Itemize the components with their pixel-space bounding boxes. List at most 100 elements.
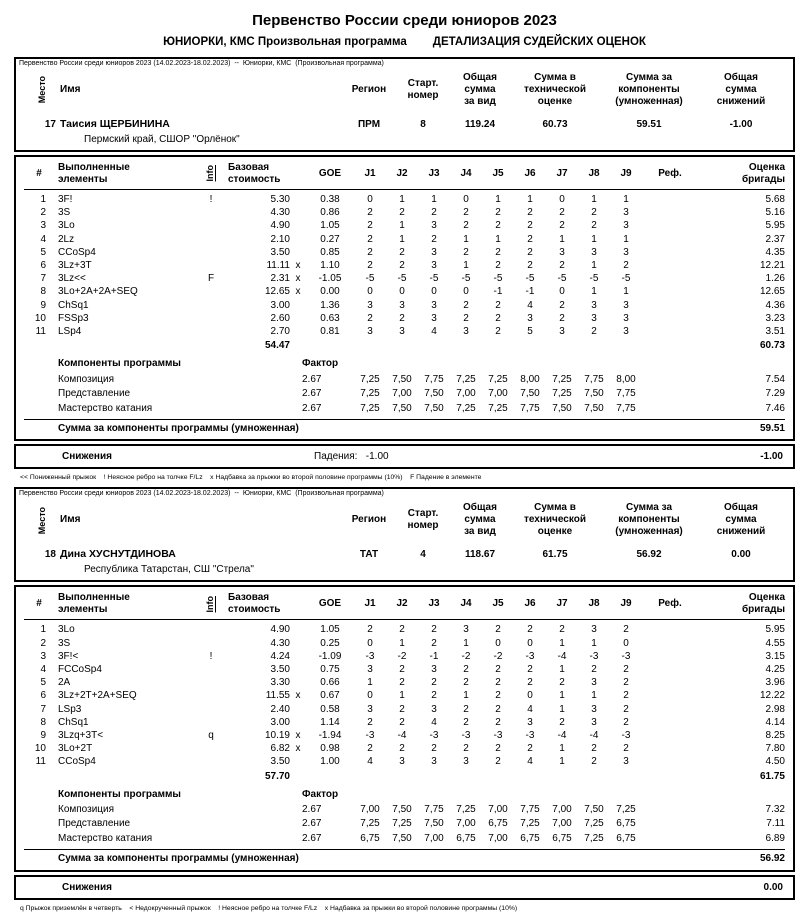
element-base-value: 11.55 <box>265 690 290 702</box>
judge-score: 0 <box>495 637 501 649</box>
element-number: 4 <box>40 233 46 245</box>
element-number: 1 <box>40 194 46 205</box>
judge-score: 2 <box>431 207 437 219</box>
component-row: Композиция 2.67 7,25 7,50 7,75 7,25 7,25… <box>24 373 785 388</box>
judge-score: 3 <box>623 326 629 338</box>
judge-score: 2 <box>591 207 597 219</box>
judge-score: 0 <box>367 690 373 702</box>
element-row: 8 3Lo+2A+2A+SEQ 12.65 x 0.00 0 0 0 0 -1 … <box>24 285 785 298</box>
judge-score: 3 <box>623 299 629 311</box>
judge-score: -5 <box>557 273 567 285</box>
deductions-box-2: Снижения 0.00 <box>14 874 795 900</box>
judge-score: 7,25 <box>584 832 604 844</box>
judge-score: 7,25 <box>456 402 476 414</box>
goe-header: GOE <box>318 167 342 179</box>
judge-score: 0 <box>431 286 437 298</box>
components-rows: Композиция 2.67 7,25 7,50 7,75 7,25 7,25… <box>24 373 785 417</box>
judge-score: 2 <box>399 663 405 675</box>
judge-score: 4 <box>431 716 437 728</box>
element-row: 8 ChSq1 3.00 1.14 2 2 4 2 2 3 2 3 2 4.14 <box>24 716 785 729</box>
executed-elements-header: Выполненные элементы <box>58 162 130 185</box>
element-panel-score: 7.80 <box>765 743 785 755</box>
judge-score: -3 <box>525 650 535 662</box>
components-sum-label: Сумма за компоненты программы (умноженна… <box>58 853 299 865</box>
element-name: CCoSp4 <box>58 246 96 258</box>
judge-score: 7,50 <box>552 402 572 414</box>
element-row: 4 2Lz 2.10 0.27 2 1 2 1 1 2 1 1 1 2.37 <box>24 233 785 246</box>
element-name: 3Lz<< <box>58 273 86 285</box>
event-line: Первенство России среди юниоров 2023 (14… <box>19 60 384 67</box>
element-goe: 0.58 <box>320 703 340 715</box>
element-row: 7 3Lz<< F 2.31 x -1.05 -5 -5 -5 -5 -5 -5… <box>24 272 785 285</box>
judge-score: -5 <box>365 273 375 285</box>
judge-score: 3 <box>431 220 437 232</box>
component-factor: 2.67 <box>302 803 322 815</box>
judge-score: 1 <box>495 233 501 245</box>
element-base-value: 2.31 <box>270 273 290 285</box>
element-row: 1 3F! ! 5.30 0.38 0 1 1 0 1 1 0 1 1 5.68 <box>24 193 785 206</box>
judge-score: 3 <box>623 312 629 324</box>
element-number: 6 <box>40 260 46 272</box>
judge-score: 1 <box>591 637 597 649</box>
judge-score: -5 <box>493 273 503 285</box>
judge-score: 1 <box>559 663 565 675</box>
judge-score: 2 <box>367 312 373 324</box>
judge-score: 2 <box>431 677 437 689</box>
judge-score: 2 <box>527 207 533 219</box>
judge-score: 0 <box>623 637 629 649</box>
element-number: 8 <box>40 286 46 298</box>
judge-score: -1 <box>525 286 535 298</box>
judge-score: 0 <box>399 286 405 298</box>
skater-header-row: Место Имя Регион Старт. номер Общая сумм… <box>16 497 793 543</box>
element-base-value: 11.11 <box>266 260 290 272</box>
skater-header-row: Место Имя Регион Старт. номер Общая сумм… <box>16 67 793 113</box>
judge-score: -4 <box>589 729 599 741</box>
judge-score: 1 <box>559 233 565 245</box>
component-panel-score: 7.54 <box>765 373 785 385</box>
element-base-value: 2.60 <box>270 312 290 324</box>
num-header: # <box>36 598 42 610</box>
judge-score: -5 <box>621 273 631 285</box>
judge-score: 2 <box>559 624 565 636</box>
judge-score: 7,50 <box>584 402 604 414</box>
element-goe: -1.94 <box>318 729 342 741</box>
judge-score: 0 <box>559 194 565 205</box>
judge-score: 7,00 <box>360 803 380 815</box>
component-factor: 2.67 <box>302 373 322 385</box>
name-header: Имя <box>60 514 81 526</box>
element-bonus-x-mark: x <box>295 273 301 285</box>
judge-header: J6 <box>524 167 536 179</box>
judge-score: 2 <box>463 663 469 675</box>
judge-score: 3 <box>367 663 373 675</box>
judge-score: -5 <box>397 273 407 285</box>
element-bonus-x-mark: x <box>295 729 301 741</box>
element-base-value: 4.90 <box>270 220 290 232</box>
judge-score: 1 <box>623 286 629 298</box>
skater-components-score: 59.51 <box>636 118 662 130</box>
judge-score: 1 <box>591 286 597 298</box>
skater-region: ТАТ <box>359 548 379 560</box>
judge-score: 7,50 <box>424 388 444 400</box>
element-panel-score: 3.23 <box>765 312 785 324</box>
judge-score: 0 <box>463 194 469 205</box>
element-name: ChSq1 <box>58 299 89 311</box>
judge-score: 7,50 <box>392 402 412 414</box>
judge-score: 7,25 <box>360 818 380 830</box>
element-goe: 0.66 <box>320 677 340 689</box>
judge-score: -3 <box>525 729 535 741</box>
judge-score: 2 <box>367 716 373 728</box>
element-number: 10 <box>34 743 46 755</box>
element-row: 9 3Lzq+3T< q 10.19 x -1.94 -3 -4 -3 -3 -… <box>24 729 785 742</box>
judge-header: J2 <box>396 598 408 610</box>
judge-score: 4 <box>527 756 533 768</box>
judge-score: 7,25 <box>616 803 636 815</box>
element-panel-score: 8.25 <box>765 729 785 741</box>
judge-score: 7,75 <box>616 388 636 400</box>
element-name: 2Lz <box>58 233 75 245</box>
goe-header: GOE <box>318 598 342 610</box>
skater-place: 17 <box>44 118 56 130</box>
judge-score: 2 <box>495 743 501 755</box>
component-panel-score: 7.32 <box>765 803 785 815</box>
judge-score: 2 <box>623 663 629 675</box>
